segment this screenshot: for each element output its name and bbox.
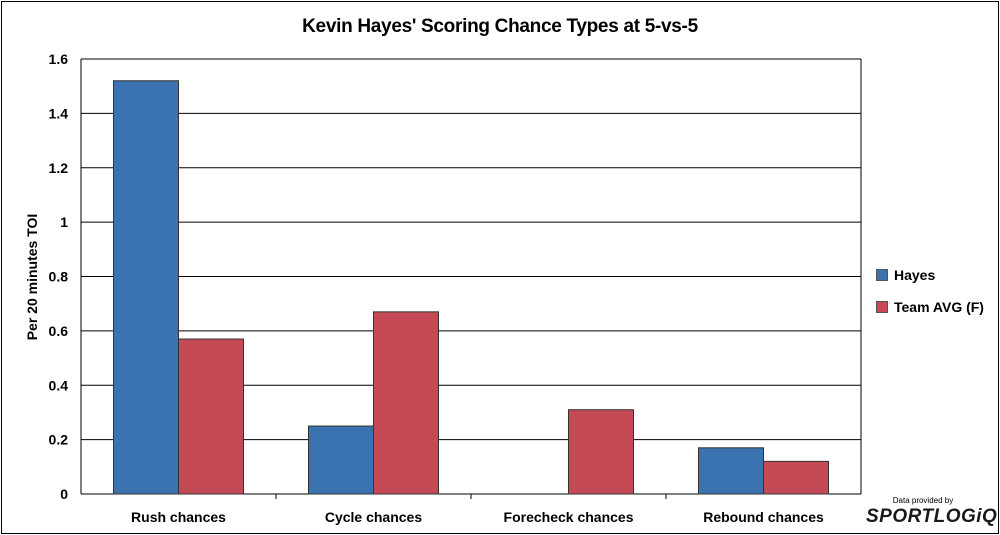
bar-team-avg (763, 460, 829, 495)
sportlogiq-logo: SPORTLOGiQ (866, 506, 998, 527)
x-tick-label: Cycle chances (325, 509, 422, 525)
legend-item-hayes: Hayes (876, 265, 984, 285)
bar-team-avg (178, 338, 244, 495)
y-tick-label: 0.8 (49, 269, 69, 285)
bar-hayes (698, 447, 764, 495)
legend-swatch-hayes (876, 269, 888, 281)
y-tick-label: 0.6 (49, 323, 69, 339)
y-tick-label: 1.4 (49, 105, 69, 121)
data-credit: Data provided by (892, 496, 954, 505)
legend-label-hayes: Hayes (894, 267, 936, 283)
legend-label-team-avg: Team AVG (F) (894, 299, 984, 315)
y-tick-label: 0.2 (49, 432, 69, 448)
y-tick-label: 1.2 (49, 160, 69, 176)
y-tick-label: 1.6 (49, 51, 69, 67)
y-tick-label: 1 (60, 214, 68, 230)
x-tick-label: Forecheck chances (504, 509, 634, 525)
legend: Hayes Team AVG (F) (876, 265, 984, 329)
bar-hayes (113, 80, 179, 495)
bar-team-avg (373, 311, 439, 495)
legend-swatch-team-avg (876, 301, 888, 313)
x-tick-label: Rebound chances (703, 509, 824, 525)
bar-team-avg (568, 409, 634, 495)
x-tick-label: Rush chances (131, 509, 226, 525)
y-tick-label: 0 (60, 486, 68, 502)
y-tick-label: 0.4 (49, 377, 69, 393)
chart-title: Kevin Hayes' Scoring Chance Types at 5-v… (302, 16, 698, 37)
legend-item-team-avg: Team AVG (F) (876, 297, 984, 317)
bar-hayes (308, 425, 374, 495)
